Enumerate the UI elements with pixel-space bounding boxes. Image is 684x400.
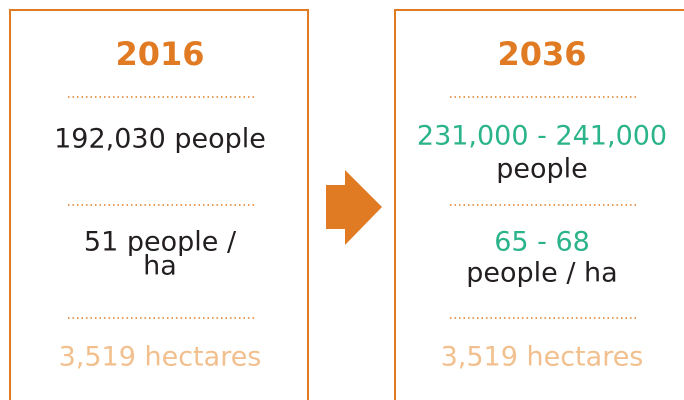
density-unit: people / ha bbox=[466, 258, 617, 289]
panel-2016 bbox=[9, 9, 309, 400]
density: 51 people / bbox=[84, 227, 237, 258]
population-unit: people bbox=[496, 154, 588, 185]
arrow bbox=[326, 170, 382, 245]
year: 2016 bbox=[115, 35, 204, 73]
density-range: 65 - 68 bbox=[494, 227, 590, 258]
year: 2036 bbox=[497, 35, 586, 73]
population: 192,030 people bbox=[54, 124, 266, 155]
area: 3,519 hectares bbox=[441, 342, 644, 373]
density: ha bbox=[143, 251, 177, 282]
population-range: 231,000 - 241,000 bbox=[417, 121, 667, 152]
area: 3,519 hectares bbox=[59, 342, 262, 373]
panel-2036 bbox=[394, 9, 684, 400]
